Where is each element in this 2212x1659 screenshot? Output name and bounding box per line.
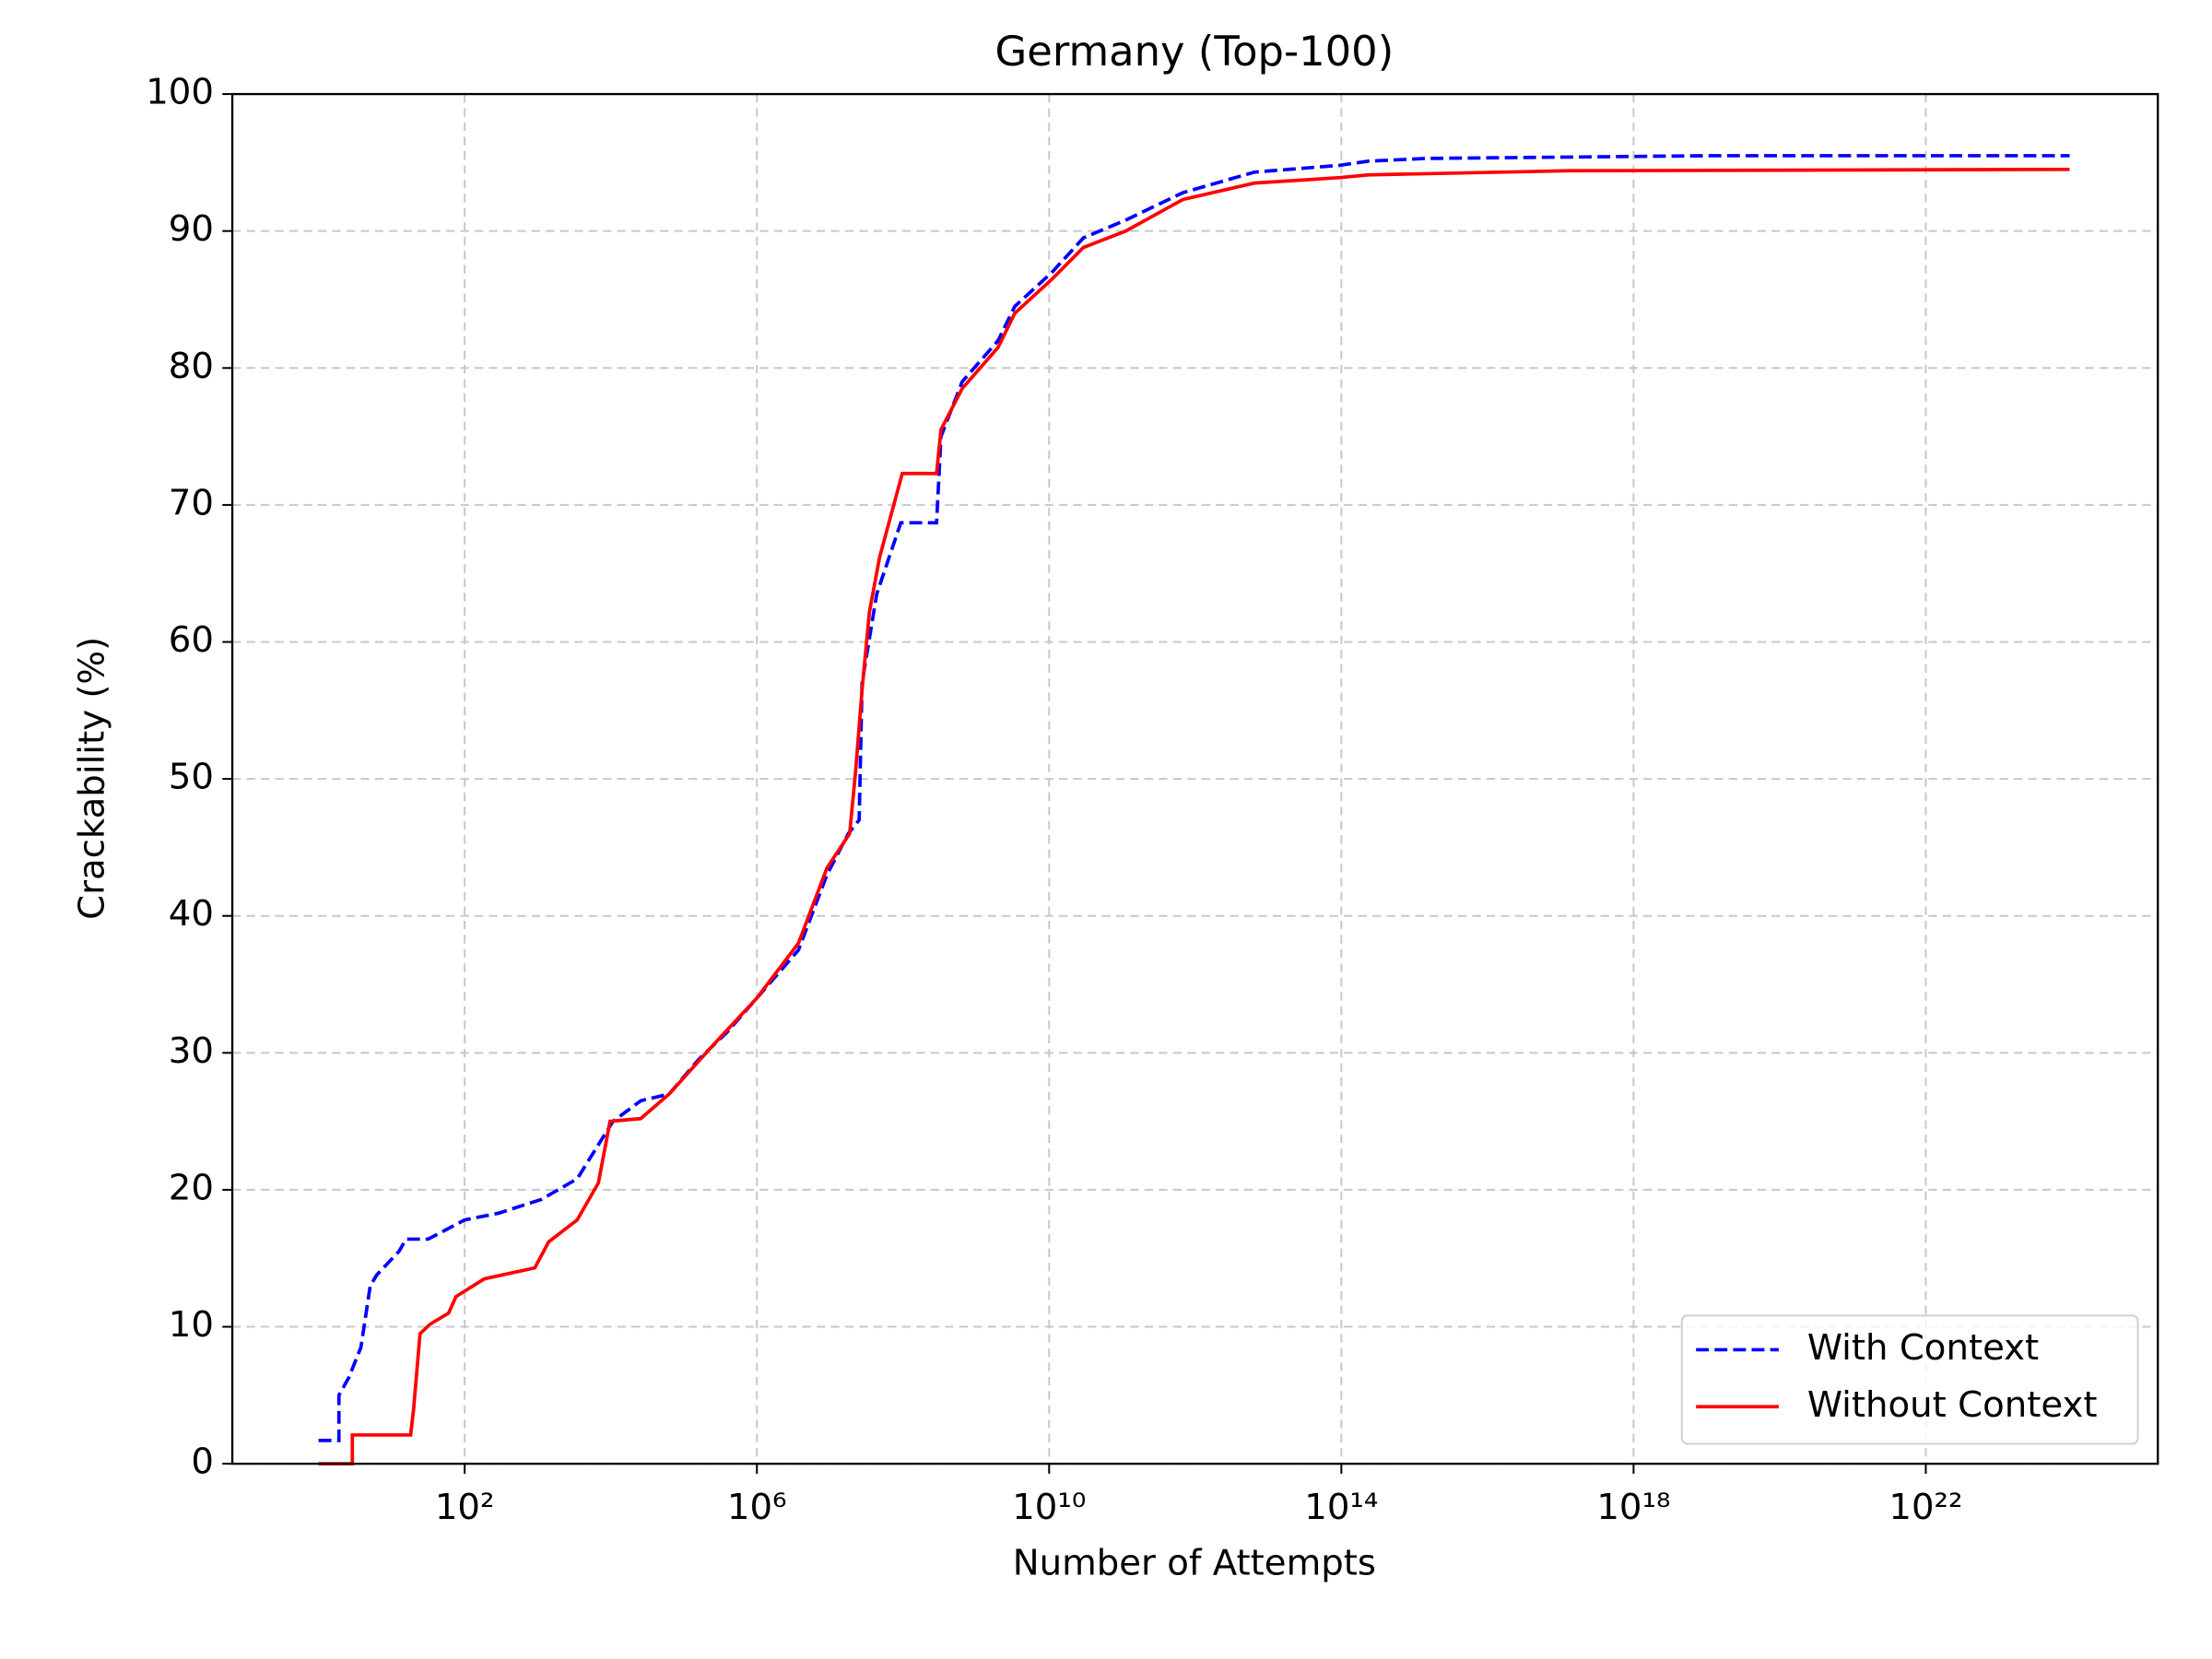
x-tick-label: 10²² xyxy=(1888,1487,1962,1528)
y-tick-label: 100 xyxy=(146,72,214,113)
y-tick-label: 90 xyxy=(169,208,214,250)
y-tick-label: 10 xyxy=(169,1304,214,1346)
series-line xyxy=(318,154,2070,1442)
y-tick-label: 40 xyxy=(169,893,214,935)
legend-label: Without Context xyxy=(1807,1384,2098,1426)
y-axis-label: Crackability (%) xyxy=(72,637,113,920)
legend-box xyxy=(1680,1314,2139,1445)
y-tick-label: 70 xyxy=(169,482,214,524)
series-line xyxy=(318,167,2070,1466)
x-tick-label: 10¹⁰ xyxy=(1012,1487,1086,1528)
x-tick-label: 10¹⁸ xyxy=(1596,1487,1670,1528)
y-tick-label: 20 xyxy=(169,1167,214,1208)
y-tick-label: 30 xyxy=(169,1030,214,1072)
y-tick-label: 80 xyxy=(169,346,214,387)
x-axis-label: Number of Attempts xyxy=(1013,1542,1376,1583)
x-tick-label: 10² xyxy=(435,1487,495,1528)
chart-title: Germany (Top-100) xyxy=(995,27,1394,76)
y-tick-label: 50 xyxy=(169,757,214,798)
x-tick-label: 10¹⁴ xyxy=(1304,1487,1378,1528)
plot-frame xyxy=(230,92,2159,1465)
y-tick-label: 60 xyxy=(169,619,214,661)
x-tick-label: 10⁶ xyxy=(727,1487,787,1528)
legend-label: With Context xyxy=(1807,1327,2039,1369)
y-tick-label: 0 xyxy=(191,1441,214,1483)
